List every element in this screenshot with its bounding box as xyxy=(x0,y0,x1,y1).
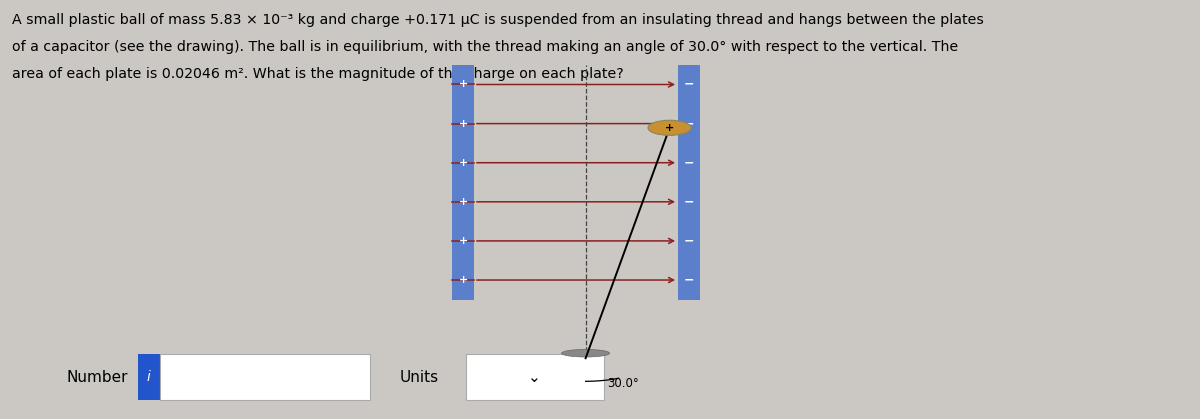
Text: −: − xyxy=(684,117,694,130)
Text: −: − xyxy=(684,195,694,208)
Text: Units: Units xyxy=(400,370,439,385)
Text: −: − xyxy=(684,156,694,169)
Text: i: i xyxy=(146,370,151,384)
Text: +: + xyxy=(458,236,468,246)
Text: −: − xyxy=(684,78,694,91)
Text: +: + xyxy=(458,158,468,168)
Bar xyxy=(160,354,370,400)
Text: area of each plate is 0.02046 m². What is the magnitude of the charge on each pl: area of each plate is 0.02046 m². What i… xyxy=(12,67,624,81)
Bar xyxy=(452,65,474,300)
Bar xyxy=(466,354,604,400)
Circle shape xyxy=(648,120,691,135)
Text: −: − xyxy=(684,234,694,248)
Text: +: + xyxy=(458,119,468,129)
Ellipse shape xyxy=(562,349,610,357)
Text: of a capacitor (see the drawing). The ball is in equilibrium, with the thread ma: of a capacitor (see the drawing). The ba… xyxy=(12,40,959,54)
Text: +: + xyxy=(458,197,468,207)
Bar xyxy=(678,65,700,300)
Text: +: + xyxy=(458,275,468,285)
Bar xyxy=(138,354,160,400)
Text: −: − xyxy=(684,274,694,287)
Text: +: + xyxy=(665,123,674,133)
Text: +: + xyxy=(458,80,468,90)
Text: Number: Number xyxy=(66,370,127,385)
Text: ⌄: ⌄ xyxy=(528,370,541,385)
Text: A small plastic ball of mass 5.83 × 10⁻³ kg and charge +0.171 μC is suspended fr: A small plastic ball of mass 5.83 × 10⁻³… xyxy=(12,13,984,26)
Text: 30.0°: 30.0° xyxy=(607,377,638,390)
